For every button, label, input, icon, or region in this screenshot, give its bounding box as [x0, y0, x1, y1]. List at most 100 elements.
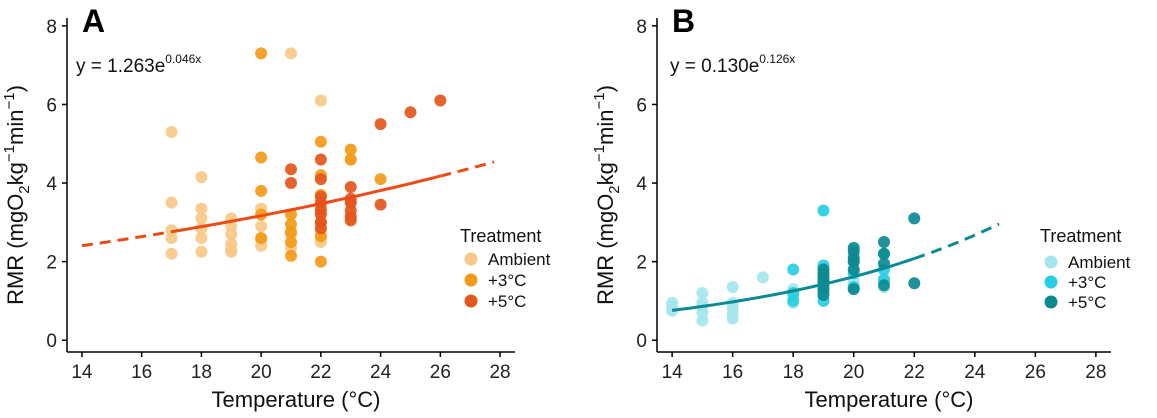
y-tick-label: 4 — [636, 174, 647, 195]
data-point — [878, 247, 890, 260]
x-tick-label: 24 — [370, 362, 392, 383]
series-5c — [285, 94, 447, 235]
x-tick-label: 22 — [310, 362, 331, 383]
data-point — [314, 222, 327, 235]
legend-label: +3°C — [488, 271, 526, 290]
data-point — [255, 184, 268, 197]
series-ambient — [666, 271, 890, 327]
data-point — [787, 263, 800, 276]
legend-label: +5°C — [1068, 293, 1106, 312]
y-tick-label: 6 — [46, 95, 57, 116]
data-point — [878, 235, 890, 248]
data-point — [165, 232, 178, 245]
data-point — [726, 312, 739, 325]
data-point — [285, 226, 297, 239]
y-tick-label: 4 — [46, 174, 57, 195]
data-point — [908, 277, 921, 290]
series-3c — [787, 204, 890, 307]
data-point — [787, 294, 800, 307]
legend: Treatment Ambient+3°C+5°C — [1040, 226, 1131, 312]
data-point — [314, 153, 327, 166]
fit-equation: y = 1.263e0.046x — [76, 52, 201, 77]
data-point — [195, 171, 208, 184]
fit-line-dashed — [913, 222, 1000, 260]
x-tick-label: 20 — [843, 362, 864, 383]
y-tick-label: 2 — [46, 253, 57, 274]
legend-swatch — [464, 252, 478, 266]
fit-line-solid — [671, 257, 915, 312]
legend-swatch — [1044, 255, 1058, 269]
data-point — [314, 94, 327, 107]
data-point — [344, 153, 357, 166]
x-tick-label: 28 — [1085, 362, 1106, 383]
fit-equation: y = 0.130e0.126x — [670, 52, 795, 77]
legend-title: Treatment — [460, 226, 541, 246]
legend-swatch — [1044, 275, 1058, 289]
data-point — [817, 289, 830, 302]
data-point — [817, 204, 830, 217]
legend-title: Treatment — [1040, 226, 1121, 246]
data-point — [255, 220, 268, 233]
data-point — [255, 151, 268, 164]
y-tick-label: 0 — [46, 331, 57, 352]
legend-label: +3°C — [1068, 273, 1106, 292]
data-point — [344, 143, 357, 156]
y-axis-title: RMR (mgO2kg−1min−1) — [1, 85, 33, 305]
data-point — [195, 232, 208, 245]
data-point — [314, 135, 327, 148]
x-tick-label: 26 — [1025, 362, 1046, 383]
data-point — [225, 245, 238, 258]
x-tick-label: 28 — [489, 362, 510, 383]
x-tick-label: 16 — [722, 362, 743, 383]
legend-swatch — [1044, 295, 1058, 309]
legend-label: +5°C — [488, 292, 526, 311]
data-point — [285, 249, 297, 262]
x-tick-label: 22 — [904, 362, 925, 383]
legend: Treatment Ambient +3°C +5°C — [460, 226, 551, 311]
legend-swatch — [464, 273, 478, 287]
y-tick-label: 0 — [636, 331, 647, 352]
data-point — [195, 202, 208, 215]
data-point — [255, 232, 268, 245]
x-tick-label: 14 — [71, 362, 93, 383]
data-point — [344, 180, 357, 193]
legend-swatch — [464, 294, 478, 308]
panel-label: A — [82, 3, 105, 39]
x-axis-title: Temperature (°C) — [212, 387, 381, 412]
data-point — [847, 263, 860, 276]
data-point — [374, 118, 387, 131]
x-tick-label: 20 — [251, 362, 272, 383]
data-point — [255, 47, 268, 60]
data-point — [666, 304, 679, 317]
y-tick-label: 2 — [636, 253, 647, 274]
data-point — [756, 271, 769, 284]
fit-line-dashed — [81, 230, 172, 248]
data-point — [195, 245, 208, 258]
data-point — [908, 212, 921, 225]
y-tick-label: 8 — [46, 17, 57, 38]
data-point — [285, 235, 297, 248]
data-point — [344, 214, 357, 227]
data-point — [165, 247, 178, 260]
data-point — [696, 287, 709, 300]
data-point — [314, 255, 327, 268]
legend-label: Ambient — [488, 250, 551, 269]
data-point — [314, 173, 327, 186]
legend-label: Ambient — [1068, 253, 1131, 272]
data-point — [165, 125, 178, 138]
data-point — [696, 314, 709, 327]
x-axis-title: Temperature (°C) — [805, 387, 974, 412]
fit-line-solid — [171, 174, 441, 234]
fit-line-dashed — [439, 160, 495, 178]
data-point — [847, 283, 860, 296]
x-tick-label: 14 — [662, 362, 684, 383]
y-tick-label: 8 — [636, 17, 647, 38]
x-tick-label: 18 — [191, 362, 212, 383]
data-point — [404, 106, 417, 119]
panel-label: B — [672, 3, 695, 39]
x-tick-label: 24 — [964, 362, 986, 383]
y-tick-label: 6 — [636, 95, 647, 116]
x-tick-label: 26 — [430, 362, 451, 383]
